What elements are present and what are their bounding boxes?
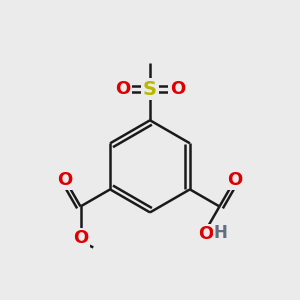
Text: H: H <box>214 224 228 242</box>
Text: O: O <box>198 226 213 244</box>
Text: O: O <box>227 171 242 189</box>
Text: O: O <box>73 229 88 247</box>
Text: S: S <box>143 80 157 99</box>
Text: O: O <box>115 80 130 98</box>
Text: O: O <box>170 80 185 98</box>
Text: O: O <box>58 171 73 189</box>
